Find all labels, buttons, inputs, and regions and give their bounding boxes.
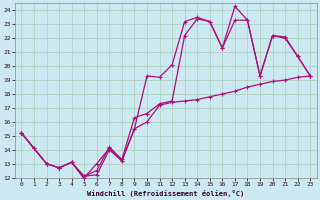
X-axis label: Windchill (Refroidissement éolien,°C): Windchill (Refroidissement éolien,°C)	[87, 190, 244, 197]
